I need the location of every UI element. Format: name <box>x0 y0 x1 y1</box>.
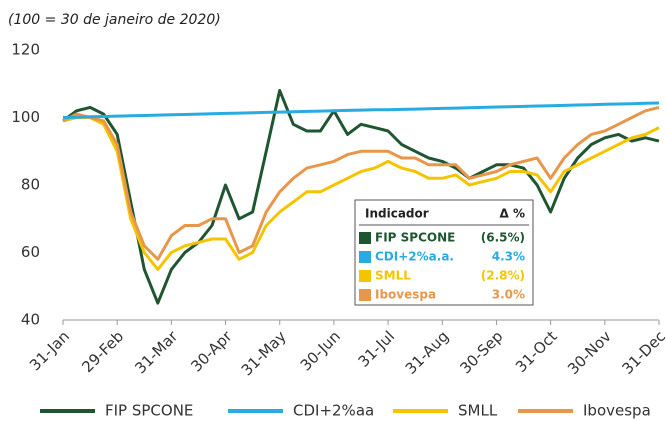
y-tick-label: 80 <box>21 176 40 194</box>
table-header: Indicador <box>365 207 429 221</box>
x-tick-label: 31-Mar <box>131 327 182 378</box>
table-cell: CDI+2%a.a. <box>375 250 454 264</box>
table-cell: (2.8%) <box>481 269 525 283</box>
table-cell: SMLL <box>375 269 411 283</box>
table-swatch <box>359 289 371 301</box>
series-line <box>62 89 660 305</box>
x-tick-label: 31-Jan <box>26 327 73 374</box>
x-tick-label: 31-May <box>238 327 290 379</box>
table-cell: FIP SPCONE <box>375 231 455 245</box>
chart-subtitle: (100 = 30 de janeiro de 2020) <box>8 12 221 28</box>
x-tick-label: 30-Jun <box>297 327 344 374</box>
y-tick-label: 100 <box>11 108 40 126</box>
table-swatch <box>359 270 371 282</box>
x-tick-label: 31-Oct <box>512 327 561 376</box>
series-line <box>62 101 660 119</box>
y-tick-label: 60 <box>21 243 40 261</box>
series-line <box>62 116 660 271</box>
table-cell: (6.5%) <box>481 231 525 245</box>
table-cell: 3.0% <box>492 288 525 302</box>
x-tick-label: 31-Jul <box>355 327 398 370</box>
series-line <box>62 105 660 261</box>
legend-label: CDI+2%aa <box>293 402 374 420</box>
y-tick-label: 120 <box>11 41 40 59</box>
table-swatch <box>359 251 371 263</box>
table-cell: Ibovespa <box>375 288 436 302</box>
x-tick-label: 30-Apr <box>187 327 236 376</box>
x-tick-label: 31-Aug <box>402 327 453 378</box>
table-swatch <box>359 232 371 244</box>
legend-label: FIP SPCONE <box>105 402 193 420</box>
legend-label: Ibovespa <box>583 402 651 420</box>
table-cell: 4.3% <box>492 250 525 264</box>
legend-label: SMLL <box>458 402 498 420</box>
x-tick-label: 31-Dec <box>618 327 666 378</box>
table-box <box>354 199 534 306</box>
table-header: Δ % <box>500 207 526 221</box>
y-tick-label: 40 <box>21 311 40 329</box>
x-tick-label: 29-Feb <box>78 327 127 376</box>
x-tick-label: 30-Nov <box>564 327 615 378</box>
x-tick-label: 30-Sep <box>456 327 506 377</box>
